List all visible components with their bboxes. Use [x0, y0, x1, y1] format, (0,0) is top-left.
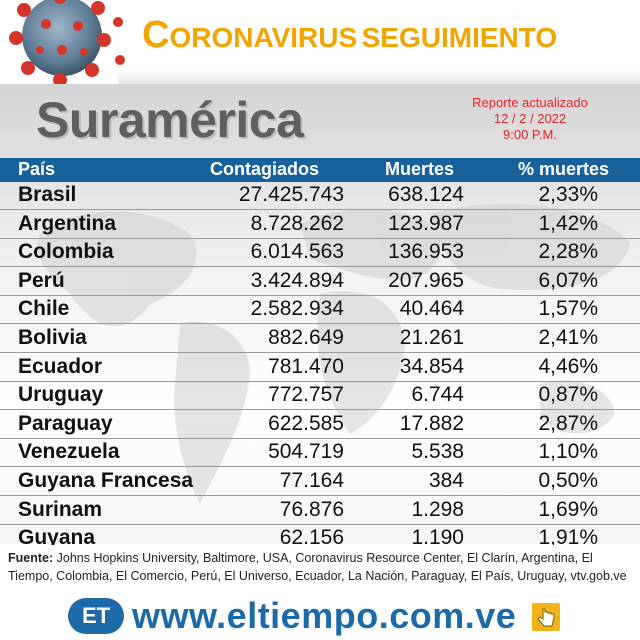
- header-title-initial: C: [142, 14, 170, 56]
- country-cell: Guyana: [18, 526, 96, 550]
- column-header-cases: Contagiados: [210, 159, 320, 179]
- cases-cell: 622.585: [268, 411, 344, 435]
- cases-cell: 8.728.262: [250, 211, 344, 235]
- site-url-link[interactable]: www.eltiempo.com.ve: [132, 595, 517, 636]
- header-title-rest: ORONAVIRUS: [169, 22, 358, 53]
- table-row: Chile 2.582.934 40.464 1,57%: [0, 296, 640, 325]
- country-cell: Uruguay: [18, 383, 104, 407]
- et-logo-icon: ET: [68, 598, 124, 634]
- death-rate-cell: 1,69%: [538, 497, 598, 521]
- cases-cell: 2.582.934: [250, 297, 344, 321]
- table-row: Guyana 62.156 1.190 1,91%: [0, 525, 640, 554]
- deaths-cell: 384: [428, 469, 464, 492]
- cases-cell: 6.014.563: [250, 240, 344, 264]
- deaths-cell: 21.261: [399, 326, 464, 349]
- table-row: Uruguay 772.757 6.744 0,87%: [0, 382, 640, 411]
- deaths-cell: 207.965: [388, 268, 464, 292]
- cases-cell: 3.424.894: [250, 268, 344, 292]
- table-row: Ecuador 781.470 34.854 4,46%: [0, 354, 640, 382]
- deaths-cell: 17.882: [399, 411, 464, 435]
- death-rate-cell: 1,10%: [538, 440, 598, 464]
- table-row: Colombia 6.014.563 136.953 2,28%: [0, 239, 640, 268]
- click-hand-icon: [532, 603, 560, 631]
- header-title-suffix: SEGUIMIENTO: [361, 22, 558, 53]
- country-cell: Argentina: [18, 211, 117, 235]
- report-info: Reporte actualizado 12 / 2 / 2022 9:00 P…: [430, 95, 630, 143]
- table-row: Paraguay 622.585 17.882 2,87%: [0, 411, 640, 439]
- site-bar[interactable]: ET www.eltiempo.com.ve: [0, 595, 640, 640]
- source-note: Fuente: Johns Hopkins University, Baltim…: [8, 549, 632, 585]
- deaths-cell: 5.538: [411, 440, 464, 464]
- table-row: Argentina 8.728.262 123.987 1,42%: [0, 211, 640, 239]
- country-cell: Paraguay: [18, 411, 113, 435]
- death-rate-cell: 0,87%: [538, 383, 598, 407]
- deaths-cell: 34.854: [399, 354, 464, 378]
- report-label: Reporte actualizado: [472, 95, 588, 110]
- cases-cell: 772.757: [268, 383, 344, 407]
- footer: Fuente: Johns Hopkins University, Baltim…: [0, 545, 640, 640]
- deaths-cell: 6.744: [411, 383, 464, 407]
- table-header: País Contagiados Muertes % muertes: [0, 158, 640, 182]
- deaths-cell: 638.124: [388, 183, 464, 206]
- country-cell: Colombia: [18, 240, 114, 264]
- table-row: Guyana Francesa 77.164 384 0,50%: [0, 468, 640, 496]
- country-cell: Chile: [18, 297, 70, 321]
- source-label: Fuente:: [8, 551, 54, 565]
- country-cell: Guyana Francesa: [18, 469, 194, 492]
- cases-cell: 76.876: [279, 497, 344, 521]
- table-row: Brasil 27.425.743 638.124 2,33%: [0, 182, 640, 210]
- top-header: CORONAVIRUS SEGUIMIENTO: [0, 0, 640, 86]
- cases-cell: 27.425.743: [238, 183, 344, 206]
- deaths-cell: 1.298: [411, 497, 464, 521]
- deaths-cell: 1.190: [411, 526, 464, 550]
- death-rate-cell: 2,33%: [538, 183, 598, 206]
- world-map-icon: [37, 204, 630, 504]
- header-rule: [118, 70, 640, 84]
- death-rate-cell: 4,46%: [538, 354, 598, 378]
- death-rate-cell: 0,50%: [538, 469, 598, 492]
- table-row: Surinam 76.876 1.298 1,69%: [0, 497, 640, 525]
- deaths-cell: 136.953: [388, 240, 464, 264]
- death-rate-cell: 1,57%: [538, 297, 598, 321]
- country-cell: Bolivia: [18, 326, 87, 349]
- column-header-deaths: Muertes: [385, 159, 455, 179]
- cases-cell: 504.719: [268, 440, 344, 464]
- cases-cell: 781.470: [268, 354, 344, 378]
- death-rate-cell: 2,41%: [538, 326, 598, 349]
- coronavirus-icon: [9, 0, 125, 86]
- cases-cell: 882.649: [268, 326, 344, 349]
- country-cell: Ecuador: [18, 354, 103, 378]
- source-text: Johns Hopkins University, Baltimore, USA…: [8, 551, 627, 583]
- country-cell: Venezuela: [18, 440, 120, 464]
- deaths-cell: 40.464: [399, 297, 464, 321]
- report-date: 12 / 2 / 2022: [493, 111, 567, 126]
- country-cell: Perú: [18, 268, 65, 292]
- death-rate-cell: 1,91%: [538, 526, 598, 550]
- deaths-cell: 123.987: [388, 211, 464, 235]
- death-rate-cell: 2,87%: [538, 411, 598, 435]
- death-rate-cell: 1,42%: [538, 211, 598, 235]
- death-rate-cell: 6,07%: [538, 268, 598, 292]
- header-title: CORONAVIRUS SEGUIMIENTO: [142, 14, 557, 74]
- table-row: Venezuela 504.719 5.538 1,10%: [0, 439, 640, 468]
- cases-cell: 77.164: [279, 469, 344, 492]
- table-row: Perú 3.424.894 207.965 6,07%: [0, 268, 640, 296]
- country-cell: Surinam: [18, 497, 103, 521]
- column-header-country: País: [18, 159, 56, 179]
- death-rate-cell: 2,28%: [538, 240, 598, 264]
- report-time: 9:00 P.M.: [503, 127, 557, 142]
- cases-cell: 62.156: [279, 526, 344, 550]
- country-cell: Brasil: [18, 183, 77, 206]
- column-header-death-rate: % muertes: [518, 159, 610, 179]
- region-title: Suramérica: [36, 92, 304, 148]
- table-row: Bolivia 882.649 21.261 2,41%: [0, 325, 640, 353]
